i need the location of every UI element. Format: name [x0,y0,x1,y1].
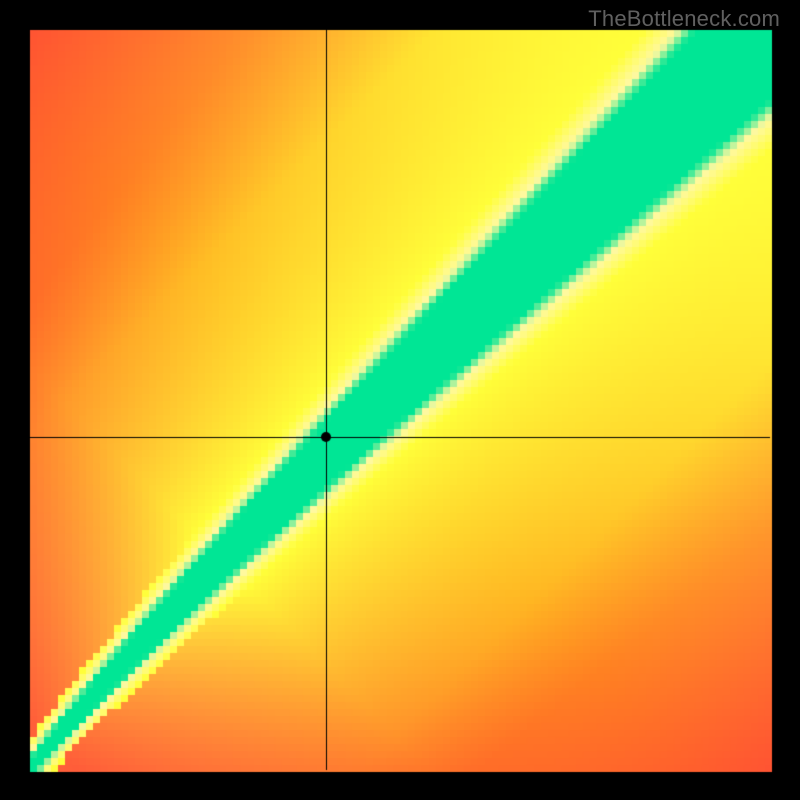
chart-container: TheBottleneck.com [0,0,800,800]
bottleneck-heatmap-canvas [0,0,800,800]
watermark-text: TheBottleneck.com [588,6,780,32]
